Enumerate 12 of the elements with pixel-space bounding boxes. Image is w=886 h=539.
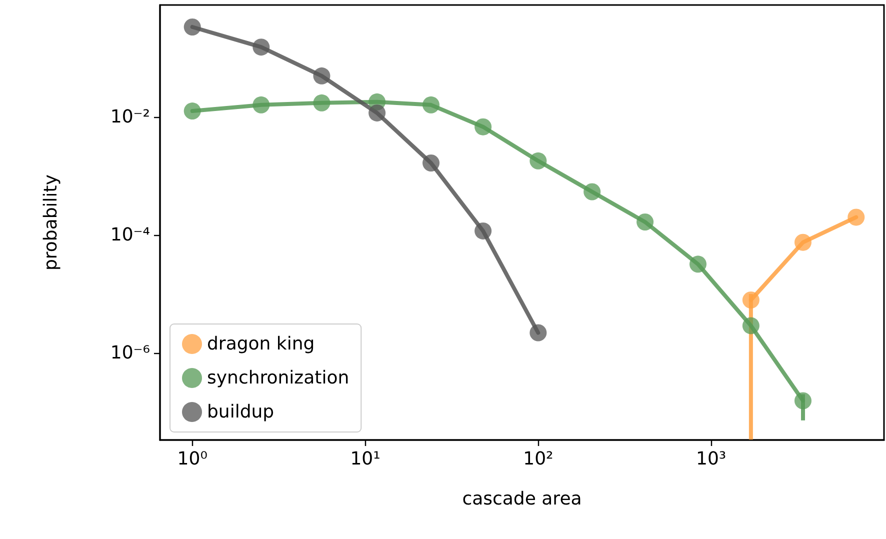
legend-label: buildup (207, 402, 274, 422)
y-tick-label: 10⁻⁴ (110, 224, 150, 246)
y-tick-label: 10⁻² (110, 106, 150, 128)
x-tick-label: 10² (523, 448, 554, 470)
x-tick-label: 10⁰ (177, 448, 208, 470)
legend-label: dragon king (207, 334, 315, 354)
x-tick-label: 10³ (696, 448, 726, 470)
x-tick-label: 10¹ (350, 448, 380, 470)
legend-label: synchronization (207, 368, 350, 388)
y-axis-title: probability (40, 174, 62, 271)
x-axis-title: cascade area (462, 488, 582, 510)
y-tick-label: 10⁻⁶ (110, 342, 150, 364)
